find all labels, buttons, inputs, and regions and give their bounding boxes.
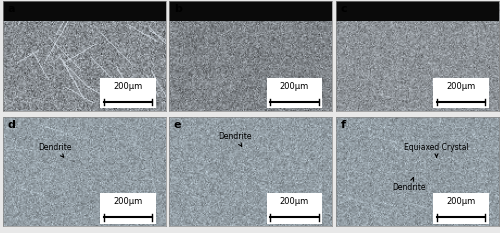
Text: c: c xyxy=(340,4,347,14)
Text: Dendrite: Dendrite xyxy=(392,178,426,192)
FancyBboxPatch shape xyxy=(434,78,488,109)
Text: 200μm: 200μm xyxy=(280,82,309,91)
Bar xyxy=(169,1,332,21)
Text: 200μm: 200μm xyxy=(114,82,142,91)
Text: 200μm: 200μm xyxy=(446,82,476,91)
Text: Dendrite: Dendrite xyxy=(218,132,252,146)
Text: Equiaxed Crystal: Equiaxed Crystal xyxy=(404,143,468,157)
Text: a: a xyxy=(8,4,15,14)
Text: 200μm: 200μm xyxy=(114,197,142,206)
Text: 200μm: 200μm xyxy=(280,197,309,206)
Text: 200μm: 200μm xyxy=(446,197,476,206)
FancyBboxPatch shape xyxy=(100,78,156,109)
Text: 200μm: 200μm xyxy=(446,82,476,91)
Text: f: f xyxy=(340,120,345,130)
Text: 200μm: 200μm xyxy=(280,82,309,91)
Text: 200μm: 200μm xyxy=(446,197,476,206)
FancyBboxPatch shape xyxy=(100,193,156,224)
Text: 200μm: 200μm xyxy=(114,197,142,206)
Bar xyxy=(336,1,498,21)
FancyBboxPatch shape xyxy=(267,193,322,224)
Text: d: d xyxy=(8,120,16,130)
Text: 200μm: 200μm xyxy=(280,197,309,206)
Text: e: e xyxy=(174,120,182,130)
Text: b: b xyxy=(174,4,182,14)
FancyBboxPatch shape xyxy=(434,193,488,224)
FancyBboxPatch shape xyxy=(267,78,322,109)
Text: 200μm: 200μm xyxy=(114,82,142,91)
Text: Dendrite: Dendrite xyxy=(38,143,72,157)
Bar xyxy=(2,1,166,21)
